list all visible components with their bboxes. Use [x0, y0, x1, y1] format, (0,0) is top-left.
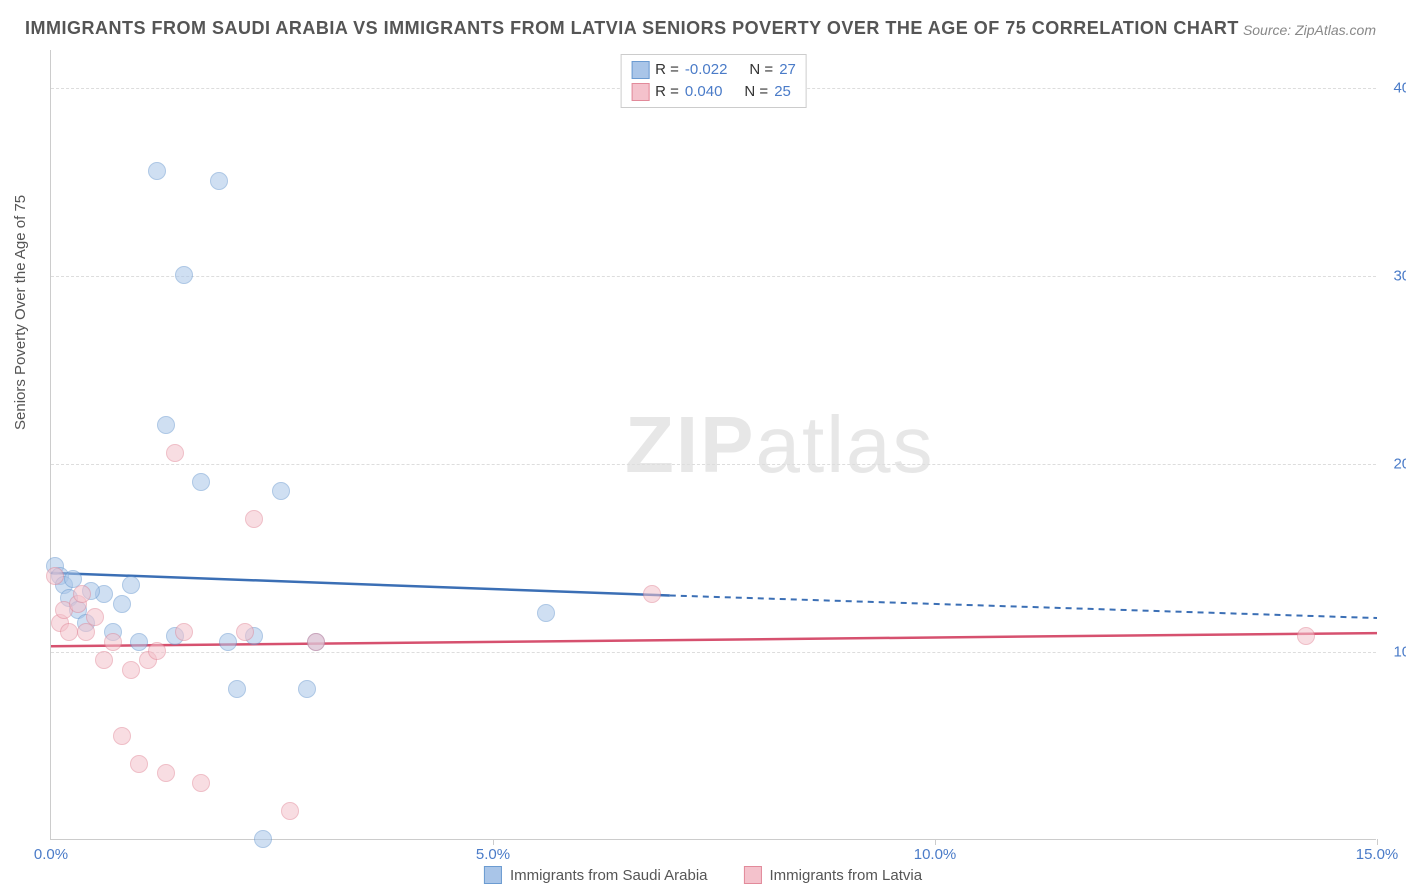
- scatter-point: [95, 651, 113, 669]
- chart-plot-area: ZIPatlas 10.0%20.0%30.0%40.0% 0.0%5.0%10…: [50, 50, 1376, 840]
- scatter-point: [73, 585, 91, 603]
- n-value-1: 27: [779, 59, 796, 81]
- gridline: [51, 464, 1376, 465]
- scatter-point: [175, 623, 193, 641]
- scatter-point: [245, 510, 263, 528]
- scatter-point: [166, 444, 184, 462]
- scatter-point: [113, 595, 131, 613]
- scatter-point: [148, 162, 166, 180]
- scatter-point: [228, 680, 246, 698]
- n-label: N =: [744, 81, 768, 103]
- legend-row-series-1: R = -0.022 N = 27: [631, 59, 796, 81]
- watermark: ZIPatlas: [625, 399, 934, 491]
- scatter-point: [77, 623, 95, 641]
- scatter-point: [130, 755, 148, 773]
- scatter-point: [46, 567, 64, 585]
- scatter-point: [122, 661, 140, 679]
- scatter-point: [148, 642, 166, 660]
- r-value-2: 0.040: [685, 81, 723, 103]
- legend-swatch-2: [631, 83, 649, 101]
- chart-title: IMMIGRANTS FROM SAUDI ARABIA VS IMMIGRAN…: [25, 18, 1239, 39]
- scatter-point: [219, 633, 237, 651]
- r-value-1: -0.022: [685, 59, 728, 81]
- legend-label-2: Immigrants from Latvia: [770, 867, 923, 884]
- x-tick: [935, 839, 936, 845]
- watermark-bold: ZIP: [625, 400, 755, 489]
- scatter-point: [157, 764, 175, 782]
- n-value-2: 25: [774, 81, 791, 103]
- series-legend: Immigrants from Saudi Arabia Immigrants …: [484, 866, 922, 884]
- legend-row-series-2: R = 0.040 N = 25: [631, 81, 796, 103]
- scatter-point: [113, 727, 131, 745]
- scatter-point: [210, 172, 228, 190]
- gridline: [51, 652, 1376, 653]
- scatter-point: [192, 774, 210, 792]
- scatter-point: [157, 416, 175, 434]
- y-tick-label: 40.0%: [1381, 79, 1406, 96]
- scatter-point: [236, 623, 254, 641]
- scatter-point: [122, 576, 140, 594]
- scatter-point: [272, 482, 290, 500]
- r-label: R =: [655, 59, 679, 81]
- legend-item-1: Immigrants from Saudi Arabia: [484, 866, 708, 884]
- n-label: N =: [749, 59, 773, 81]
- x-tick: [493, 839, 494, 845]
- trendline-extrapolated: [670, 595, 1377, 618]
- y-tick-label: 30.0%: [1381, 267, 1406, 284]
- scatter-point: [130, 633, 148, 651]
- y-axis-label: Seniors Poverty Over the Age of 75: [12, 195, 29, 430]
- legend-label-1: Immigrants from Saudi Arabia: [510, 867, 708, 884]
- correlation-legend: R = -0.022 N = 27 R = 0.040 N = 25: [620, 54, 807, 108]
- scatter-point: [254, 830, 272, 848]
- y-tick-label: 20.0%: [1381, 455, 1406, 472]
- scatter-point: [60, 623, 78, 641]
- trendline: [51, 573, 670, 596]
- legend-item-2: Immigrants from Latvia: [744, 866, 923, 884]
- scatter-point: [537, 604, 555, 622]
- gridline: [51, 276, 1376, 277]
- scatter-point: [192, 473, 210, 491]
- watermark-light: atlas: [755, 400, 934, 489]
- r-label: R =: [655, 81, 679, 103]
- legend-swatch-1: [631, 61, 649, 79]
- x-tick-label: 15.0%: [1356, 846, 1399, 863]
- x-tick-label: 0.0%: [34, 846, 68, 863]
- scatter-point: [104, 633, 122, 651]
- scatter-point: [307, 633, 325, 651]
- scatter-point: [281, 802, 299, 820]
- scatter-point: [1297, 627, 1315, 645]
- legend-swatch-bottom-2: [744, 866, 762, 884]
- scatter-point: [175, 266, 193, 284]
- y-tick-label: 10.0%: [1381, 643, 1406, 660]
- scatter-point: [643, 585, 661, 603]
- x-tick: [1377, 839, 1378, 845]
- legend-swatch-bottom-1: [484, 866, 502, 884]
- source-attribution: Source: ZipAtlas.com: [1243, 22, 1376, 38]
- x-tick-label: 10.0%: [914, 846, 957, 863]
- x-tick-label: 5.0%: [476, 846, 510, 863]
- scatter-point: [298, 680, 316, 698]
